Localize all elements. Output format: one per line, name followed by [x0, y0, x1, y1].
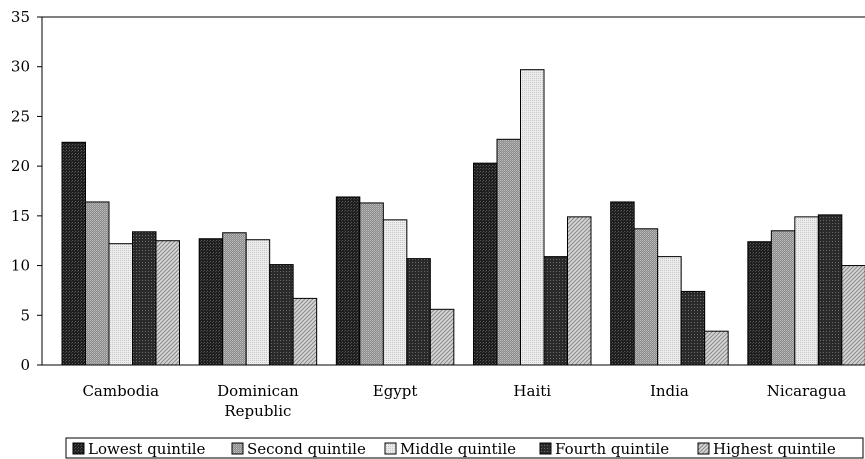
legend-label: Highest quintile [713, 440, 836, 458]
legend-box [65, 437, 864, 459]
bar-group [610, 201, 729, 366]
bar [657, 256, 682, 366]
x-tick-label: Dominican [217, 382, 299, 400]
bar [429, 308, 455, 366]
bar-group [473, 69, 592, 366]
bar [473, 162, 498, 366]
legend-item: Fourth quintile [539, 440, 669, 458]
bar [382, 219, 408, 366]
legend-item: Middle quintile [384, 440, 516, 458]
bar [245, 239, 271, 366]
x-tick-label: Haiti [513, 382, 551, 400]
legend-label: Second quintile [247, 440, 366, 458]
bar [817, 214, 843, 366]
bar-group [335, 196, 455, 366]
bar [567, 216, 592, 366]
legend-label: Fourth quintile [555, 440, 669, 458]
bar [841, 265, 865, 366]
bar [61, 141, 86, 366]
legend-item: Highest quintile [697, 440, 836, 458]
bar-group [61, 141, 180, 366]
y-tick-label: 15 [11, 207, 30, 225]
y-tick-label: 25 [11, 107, 30, 125]
legend-label: Lowest quintile [88, 440, 206, 458]
bar [633, 228, 659, 366]
bar [543, 256, 568, 366]
y-tick-label: 30 [11, 58, 30, 76]
bar [520, 69, 545, 366]
y-tick-label: 35 [11, 8, 30, 26]
bar [704, 330, 729, 366]
bar [680, 290, 706, 366]
bar [222, 232, 247, 366]
bar [496, 138, 521, 366]
legend-swatch [72, 442, 85, 455]
y-axis: 0 5 10 15 20 25 30 35 [11, 8, 865, 374]
bar [610, 201, 635, 366]
bar [359, 202, 384, 366]
bar-group [747, 214, 865, 366]
x-tick-label: Cambodia [82, 382, 159, 400]
bars-layer [61, 69, 865, 366]
legend-label: Middle quintile [400, 440, 516, 458]
bar [770, 230, 796, 366]
y-tick-label: 0 [20, 356, 30, 374]
bar [108, 243, 133, 366]
bar [747, 241, 772, 366]
x-tick-label: Nicaragua [767, 382, 847, 400]
legend-item: Lowest quintile [72, 440, 206, 458]
bar [155, 240, 180, 366]
legend-swatch [231, 442, 244, 455]
bar-group [198, 232, 318, 366]
bar [406, 258, 431, 366]
bar [794, 216, 819, 366]
legend-swatch [384, 442, 397, 455]
bar [132, 231, 157, 366]
bar [292, 297, 318, 366]
bar [198, 238, 224, 366]
y-tick-label: 20 [11, 157, 30, 175]
legend-item: Second quintile [231, 440, 366, 458]
bar [269, 264, 294, 366]
legend: Lowest quintile Second quintile Middle qui… [65, 437, 864, 459]
bar [335, 196, 361, 366]
bar [85, 201, 110, 366]
y-tick-label: 5 [20, 306, 30, 324]
x-axis: Cambodia Dominican Republic Egypt Haiti India… [42, 364, 865, 420]
x-tick-label: India [650, 382, 689, 400]
legend-swatch [697, 442, 710, 455]
x-tick-label: Egypt [373, 382, 418, 400]
legend-swatch [539, 442, 552, 455]
y-tick-label: 10 [11, 257, 30, 275]
x-tick-label: Republic [224, 402, 291, 420]
